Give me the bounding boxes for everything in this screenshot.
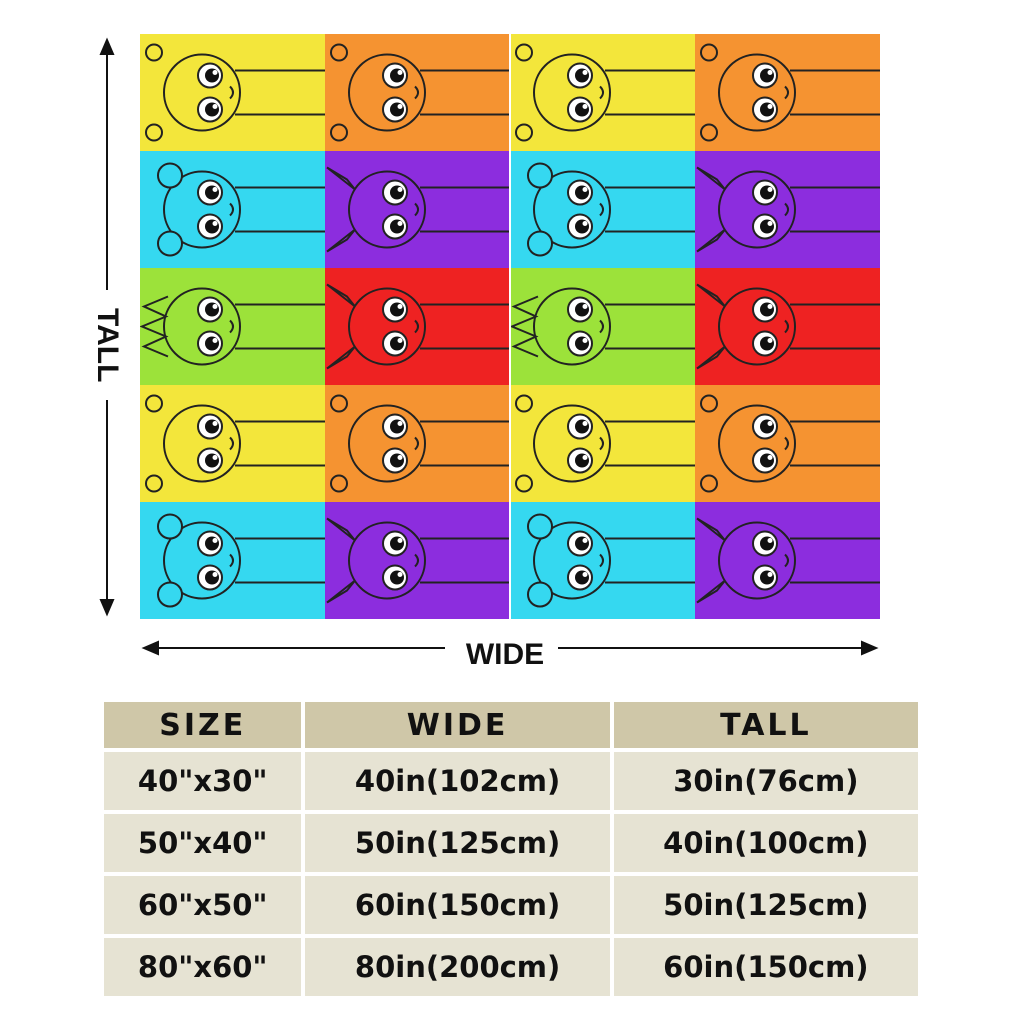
wide-cell: 50in(125cm) — [305, 814, 610, 872]
tall-cell: 30in(76cm) — [613, 752, 918, 810]
purple-character-tile — [325, 151, 511, 269]
orange-character-tile — [325, 385, 511, 503]
tall-cell: 50in(125cm) — [613, 876, 918, 934]
wide-cell: 40in(102cm) — [305, 752, 610, 810]
size-cell: 80"x60" — [104, 938, 302, 996]
size-cell: 50"x40" — [104, 814, 302, 872]
orange-character-tile — [695, 385, 880, 503]
size-header: SIZE — [104, 702, 302, 748]
size-table: SIZE WIDE TALL 40"x30" 40in(102cm) 30in(… — [100, 698, 922, 1000]
wide-label: WIDE — [465, 638, 545, 671]
table-row: 50"x40" 50in(125cm) 40in(100cm) — [104, 814, 918, 872]
orange-character-tile — [325, 34, 511, 152]
wide-arrow-head-left — [141, 640, 159, 656]
purple-character-tile — [695, 151, 880, 269]
yellow-character-tile — [510, 34, 696, 152]
blanket-image — [140, 34, 880, 619]
orange-character-tile — [695, 34, 880, 152]
wide-arrow-head-right — [861, 640, 879, 656]
cyan-character-tile — [140, 502, 326, 619]
size-table-header-row: SIZE WIDE TALL — [104, 702, 918, 748]
wide-header: WIDE — [305, 702, 610, 748]
tall-cell: 60in(150cm) — [613, 938, 918, 996]
size-cell: 40"x30" — [104, 752, 302, 810]
yellow-character-tile — [510, 385, 696, 503]
yellow-character-tile — [140, 34, 326, 152]
red-character-tile — [695, 268, 880, 386]
tall-arrow-head-bottom — [99, 599, 115, 617]
tall-label: TALL — [91, 308, 124, 383]
size-cell: 60"x50" — [104, 876, 302, 934]
tall-header: TALL — [613, 702, 918, 748]
table-row: 60"x50" 60in(150cm) 50in(125cm) — [104, 876, 918, 934]
red-character-tile — [325, 268, 511, 386]
tall-cell: 40in(100cm) — [613, 814, 918, 872]
table-row: 40"x30" 40in(102cm) 30in(76cm) — [104, 752, 918, 810]
green-character-tile — [509, 268, 696, 386]
wide-cell: 60in(150cm) — [305, 876, 610, 934]
table-row: 80"x60" 80in(200cm) 60in(150cm) — [104, 938, 918, 996]
wide-cell: 80in(200cm) — [305, 938, 610, 996]
cyan-character-tile — [510, 151, 696, 269]
cyan-character-tile — [510, 502, 696, 619]
yellow-character-tile — [140, 385, 326, 503]
cyan-character-tile — [140, 151, 326, 269]
green-character-tile — [140, 268, 326, 386]
purple-character-tile — [695, 502, 880, 619]
purple-character-tile — [325, 502, 511, 619]
tall-arrow-head-top — [99, 37, 115, 55]
